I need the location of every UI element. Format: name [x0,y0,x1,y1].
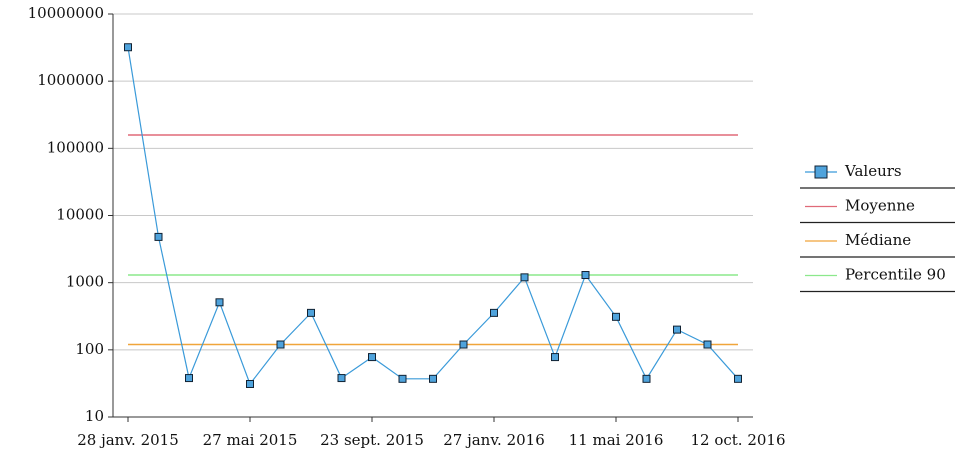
data-point [185,374,193,383]
data-point [612,312,620,321]
y-tick-label: 10000 [56,206,104,224]
legend-label: Percentile 90 [845,266,946,284]
data-point [276,340,285,349]
legend-label: Moyenne [845,197,915,215]
y-tick-label: 100 [75,340,104,358]
x-tick-label: 12 oct. 2016 [690,431,785,449]
y-tick-label: 100000 [47,138,104,156]
data-point [246,379,254,388]
y-tick-label: 10000000 [28,4,104,22]
x-tick-label: 28 janv. 2015 [77,431,179,449]
data-point [703,340,712,349]
legend-marker [814,165,828,179]
data-point [459,340,468,349]
y-tick-label: 10 [85,407,104,425]
data-point [368,353,376,362]
data-point [581,271,590,280]
data-point [520,273,529,282]
x-tick-label: 23 sept. 2015 [320,431,424,449]
x-tick-label: 27 janv. 2016 [443,431,545,449]
x-tick-label: 27 mai 2015 [203,431,298,449]
data-point [398,374,407,383]
data-point [124,43,132,52]
data-point [307,308,315,317]
data-point [154,232,163,241]
legend-label: Valeurs [844,162,902,180]
data-point [551,353,559,362]
data-point [642,374,651,383]
y-tick-label: 1000000 [37,71,104,89]
data-point [490,308,498,317]
data-point [673,325,681,334]
data-point [429,374,437,383]
data-point [215,298,224,307]
y-tick-label: 1000 [66,273,104,291]
x-tick-label: 11 mai 2016 [569,431,664,449]
data-point [734,374,742,383]
data-point [337,374,346,383]
legend-label: Médiane [845,231,911,249]
